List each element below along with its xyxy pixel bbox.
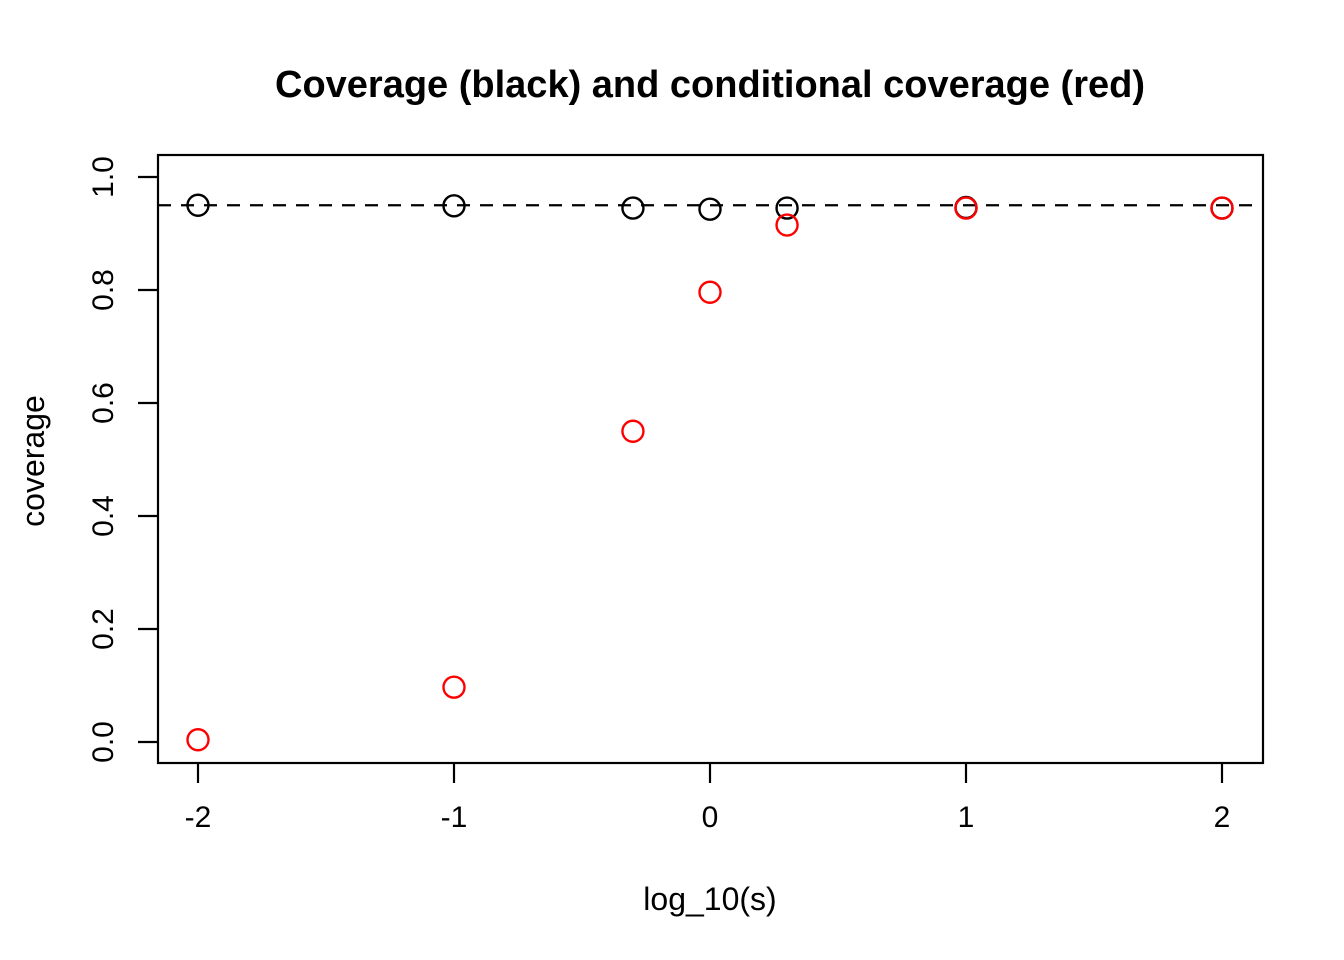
y-tick-label-0.8: 0.8 [87, 269, 120, 311]
coverage-point-2 [621, 196, 645, 220]
conditional-point-6 [1210, 196, 1234, 220]
y-tick-label-0.2: 0.2 [87, 608, 120, 650]
plot-border [156, 153, 1265, 765]
y-tick-label-0.4: 0.4 [87, 495, 120, 537]
coverage-point-0 [186, 193, 210, 217]
conditional-point-5 [954, 196, 978, 220]
y-axis: 0.0 0.2 0.4 0.6 0.8 1.0 [87, 156, 158, 763]
x-tick-label-1: 1 [958, 801, 975, 834]
x-tick-label--2: -2 [185, 801, 212, 834]
coverage-point-3 [698, 197, 722, 221]
conditional-point-2 [621, 419, 645, 443]
coverage-point-4 [775, 196, 799, 220]
chart-title: Coverage (black) and conditional coverag… [275, 64, 1145, 106]
x-axis: -2 -1 0 1 2 [185, 763, 1231, 834]
y-axis-title: coverage [15, 395, 51, 527]
series-coverage-black [186, 193, 1234, 221]
y-tick-label-0.0: 0.0 [87, 721, 120, 763]
conditional-point-1 [442, 675, 466, 699]
y-tick-label-0.6: 0.6 [87, 382, 120, 424]
conditional-point-3 [698, 280, 722, 304]
y-tick-label-1.0: 1.0 [87, 156, 120, 198]
x-tick-label-2: 2 [1214, 801, 1231, 834]
series-conditional-red [186, 196, 1234, 752]
x-axis-title: log_10(s) [643, 881, 776, 917]
x-tick-label-0: 0 [702, 801, 719, 834]
coverage-point-1 [442, 194, 466, 218]
conditional-point-4 [775, 213, 799, 237]
conditional-point-0 [186, 728, 210, 752]
x-tick-label--1: -1 [441, 801, 468, 834]
